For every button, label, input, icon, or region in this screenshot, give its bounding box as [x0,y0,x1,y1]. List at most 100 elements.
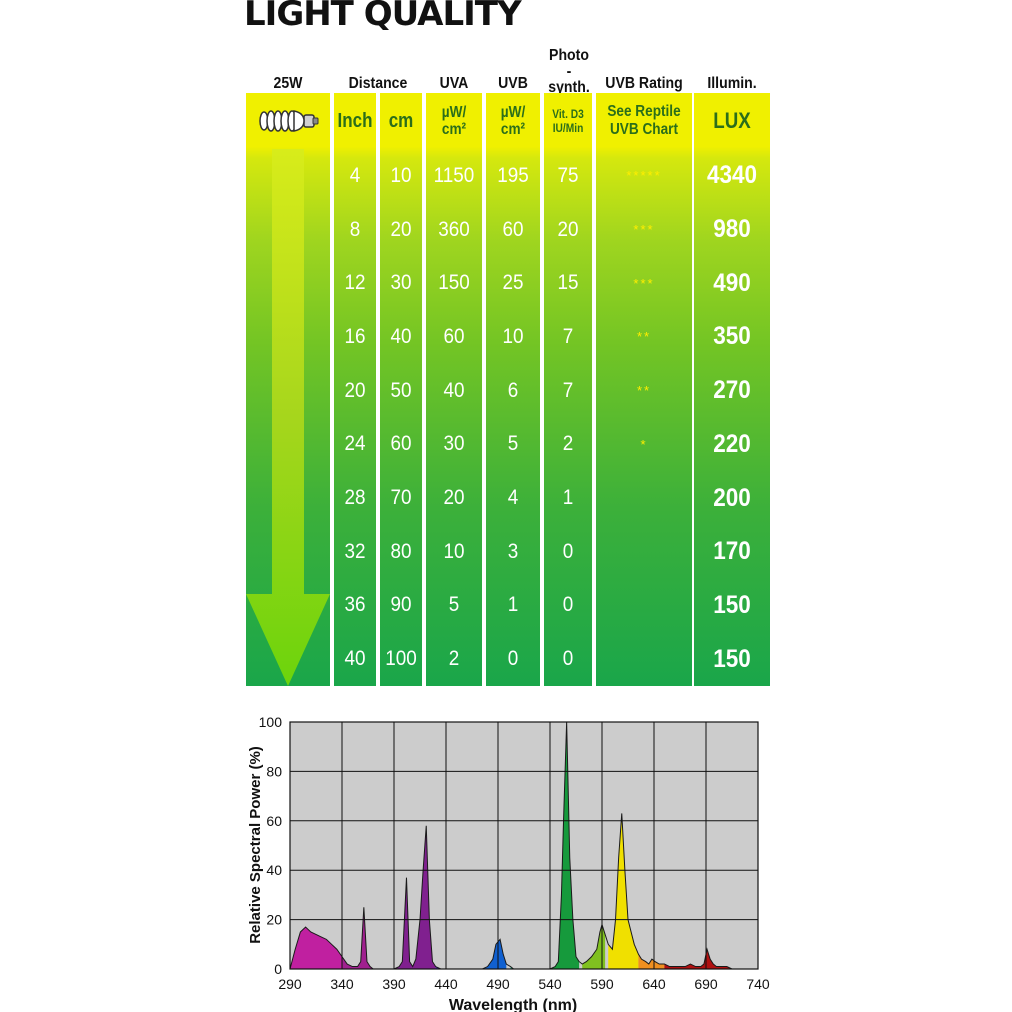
y-tick-label: 60 [266,813,282,829]
cell-cm: 70 [390,486,412,510]
cell-vit-d3: 20 [557,217,579,241]
column-uvb [486,93,540,686]
cell-uvb-rating [596,579,692,633]
cell-uvb-rating: ** [636,383,652,399]
spectrum-band-4 [477,939,507,969]
cell-vit-d3: 2 [562,432,574,456]
cell-cm: 80 [390,539,412,563]
cell-lux: 170 [713,537,751,566]
down-arrow-icon [246,149,330,686]
x-tick-label: 590 [590,976,614,992]
cell-inch: 24 [344,432,366,456]
cell-inch: 40 [344,647,366,671]
y-axis-label: Relative Spectral Power (%) [247,746,264,944]
cell-uva: 360 [438,217,470,241]
cell-inch: 28 [344,486,366,510]
cell-inch: 20 [344,378,366,402]
cell-inch: 16 [344,324,366,348]
x-tick-label: 640 [642,976,666,992]
unit-vit-d3: Vit. D3 IU/Min [552,107,584,135]
column-lux [694,93,770,686]
cell-uva: 40 [443,378,465,402]
cell-cm: 10 [390,163,412,187]
cell-cm: 30 [390,271,412,295]
x-tick-label: 540 [538,976,562,992]
unit-inch: Inch [337,109,373,132]
cell-uva: 2 [448,647,460,671]
cell-cm: 50 [390,378,412,402]
unit-rating: See Reptile UVB Chart [607,103,681,138]
spectrum-band-6 [539,722,580,969]
cell-lux: 200 [713,483,751,512]
y-tick-label: 40 [266,862,282,878]
unit-uva: µW/cm² [441,104,467,138]
cell-lux: 270 [713,376,751,405]
column-cm [380,93,422,686]
x-tick-label: 390 [382,976,406,992]
units-row: Inch cm µW/cm² µW/cm² Vit. D3 IU/Min See … [246,93,770,149]
y-tick-label: 80 [266,763,282,779]
cell-uvb: 1 [507,593,519,617]
cell-uva: 5 [448,593,460,617]
x-tick-label: 490 [486,976,510,992]
header-photosynth: Photo -synth. [548,47,590,96]
cell-cm: 60 [390,432,412,456]
cell-lux: 150 [713,644,751,673]
cell-uvb: 6 [507,378,519,402]
column-vit [544,93,592,686]
header-distance: Distance [348,75,408,92]
cell-uva: 60 [443,324,465,348]
cell-uva: 1150 [433,163,475,187]
cell-lux: 4340 [706,161,758,190]
spiral-bulb-icon [259,110,319,132]
x-tick-label: 340 [330,976,354,992]
x-tick-label: 690 [694,976,718,992]
x-tick-label: 740 [746,976,770,992]
cell-inch: 36 [344,593,366,617]
cell-uvb: 25 [502,271,524,295]
cell-lux: 490 [713,268,751,297]
x-tick-label: 440 [434,976,458,992]
cell-vit-d3: 7 [562,324,574,348]
cell-vit-d3: 15 [557,271,579,295]
spectrum-band-9 [638,954,665,969]
light-table: Inch cm µW/cm² µW/cm² Vit. D3 IU/Min See … [246,93,770,686]
y-tick-label: 20 [266,912,282,928]
cell-uvb: 10 [502,324,524,348]
spectral-power-chart: 290 340 390 440 490 540 590 640 690 740 0 20 40 60 80 1… [247,714,770,1012]
cell-uvb: 0 [507,647,519,671]
plot-area [290,722,758,969]
cell-cm: 20 [390,217,412,241]
cell-inch: 8 [349,217,361,241]
unit-cm: cm [388,109,414,132]
page-title: LIGHT QUALITY [244,0,522,34]
cell-uvb: 195 [497,163,529,187]
cell-cm: 90 [390,593,412,617]
spectrum-band-1 [342,907,384,969]
cell-uvb: 5 [507,432,519,456]
plot-border [289,721,759,970]
y-tick-label: 100 [259,714,283,730]
header-uvb-rating: UVB Rating [605,75,683,92]
spectrum-band-0 [290,927,342,969]
cell-lux: 350 [713,322,751,351]
spectrum-band-8 [608,813,639,969]
cell-uvb: 60 [502,217,524,241]
cell-cm: 40 [390,324,412,348]
cell-vit-d3: 75 [557,163,579,187]
cell-uva: 150 [438,271,470,295]
cell-uvb-rating [596,471,692,525]
cell-uva: 20 [443,486,465,510]
cell-vit-d3: 1 [562,486,574,510]
x-axis-label: Wavelength (nm) [449,997,577,1012]
cell-inch: 32 [344,539,366,563]
unit-lux: LUX [713,108,751,133]
header-illumination: Illumin. [707,75,757,92]
unit-uvb: µW/cm² [500,104,526,138]
cell-inch: 4 [349,163,361,187]
x-tick-label: 290 [278,976,302,992]
column-inch [334,93,376,686]
cell-vit-d3: 0 [562,593,574,617]
cell-uva: 10 [443,539,465,563]
column-rating [596,93,692,686]
